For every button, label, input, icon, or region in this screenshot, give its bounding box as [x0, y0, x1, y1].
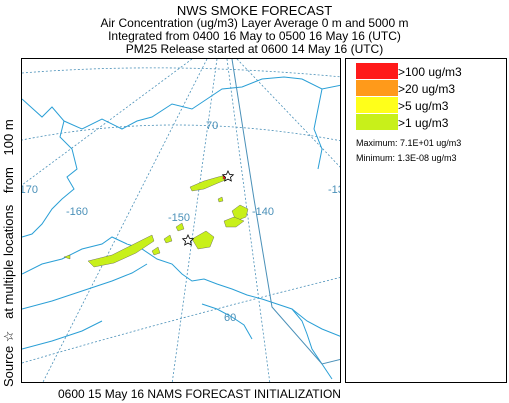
- plume-central: [191, 230, 215, 250]
- gridline-lon130: [236, 59, 340, 168]
- gridline-lat60: [22, 277, 340, 364]
- forecast-title: NWS SMOKE FORECAST: [176, 3, 333, 18]
- coast-western: [22, 98, 78, 238]
- coast-peninsula: [22, 263, 148, 310]
- initialization-footer: 0600 15 May 16 NAMS FORECAST INITIALIZAT…: [58, 387, 341, 401]
- map-panel: 70 60 -170 -160 -150 -140 -130: [21, 58, 341, 383]
- side-label-height: 100 m: [1, 119, 16, 156]
- label-lon150: -150: [168, 212, 190, 224]
- plume-north: [189, 174, 229, 192]
- source-star-central: [181, 234, 195, 246]
- plume-west: [87, 234, 155, 268]
- legend-panel: >100 ug/m3 >20 ug/m3 >5 ug/m3 >1 ug/m3 M…: [345, 58, 507, 383]
- legend-minimum: Minimum: 1.3E-08 ug/m3: [356, 153, 457, 163]
- legend-swatch-20: [356, 80, 398, 96]
- gridline-lat80: [22, 67, 340, 78]
- legend-label-20: >20 ug/m3: [398, 82, 456, 96]
- coast-southern: [22, 236, 340, 337]
- plume-small-4: [217, 196, 224, 203]
- alaska-map: 70 60 -170 -160 -150 -140 -130: [22, 59, 341, 382]
- plume-small-3: [175, 222, 185, 232]
- domain-boundary-line: [231, 59, 340, 365]
- coastline: [22, 76, 340, 380]
- coast-north-slope: [63, 76, 340, 130]
- subtitle-concentration: Air Concentration (ug/m3) Layer Average …: [100, 16, 409, 30]
- side-label-source: Source ☆: [1, 330, 16, 387]
- label-lon160: -160: [66, 206, 88, 218]
- legend-swatch-1: [356, 114, 398, 130]
- legend-swatch-5: [356, 97, 398, 113]
- plume-small-1: [151, 246, 161, 256]
- latitude-gridlines: [22, 67, 340, 364]
- gridline-lon150: [171, 59, 218, 382]
- legend-maximum: Maximum: 7.1E+01 ug/m3: [356, 138, 462, 148]
- legend-label-5: >5 ug/m3: [398, 99, 449, 113]
- source-markers: [181, 170, 235, 246]
- legend-label-1: >1 ug/m3: [398, 116, 449, 130]
- smoke-plumes: [63, 174, 249, 268]
- source-side-label: Source ☆ at multiple locations from 100 …: [1, 57, 16, 387]
- label-lat70: 70: [206, 120, 218, 132]
- label-lon170: -170: [22, 184, 38, 196]
- coast-yukon-edge: [313, 88, 323, 170]
- subtitle-release: PM25 Release started at 0600 14 May 16 (…: [125, 42, 384, 56]
- label-lon140: -140: [252, 206, 274, 218]
- source-star-north: [221, 170, 235, 182]
- gridline-lon160: [42, 59, 208, 382]
- plume-east-2: [223, 216, 245, 228]
- plume-small-5: [63, 254, 71, 260]
- plume-small-2: [163, 234, 173, 244]
- legend-swatch-100: [356, 63, 398, 79]
- gridline-lat70: [22, 124, 340, 142]
- label-lat60: 60: [224, 312, 236, 324]
- coast-aleutians: [22, 320, 103, 350]
- label-lon130: -130: [328, 184, 341, 196]
- side-label-locations: at multiple locations: [1, 204, 16, 319]
- gridline-lon140: [226, 59, 271, 382]
- subtitle-integration: Integrated from 0400 16 May to 0500 16 M…: [108, 29, 401, 43]
- side-label-from: from: [1, 167, 16, 194]
- coast-southeast: [291, 308, 333, 380]
- legend-label-100: >100 ug/m3: [398, 65, 462, 79]
- coast-kodiak: [201, 303, 253, 340]
